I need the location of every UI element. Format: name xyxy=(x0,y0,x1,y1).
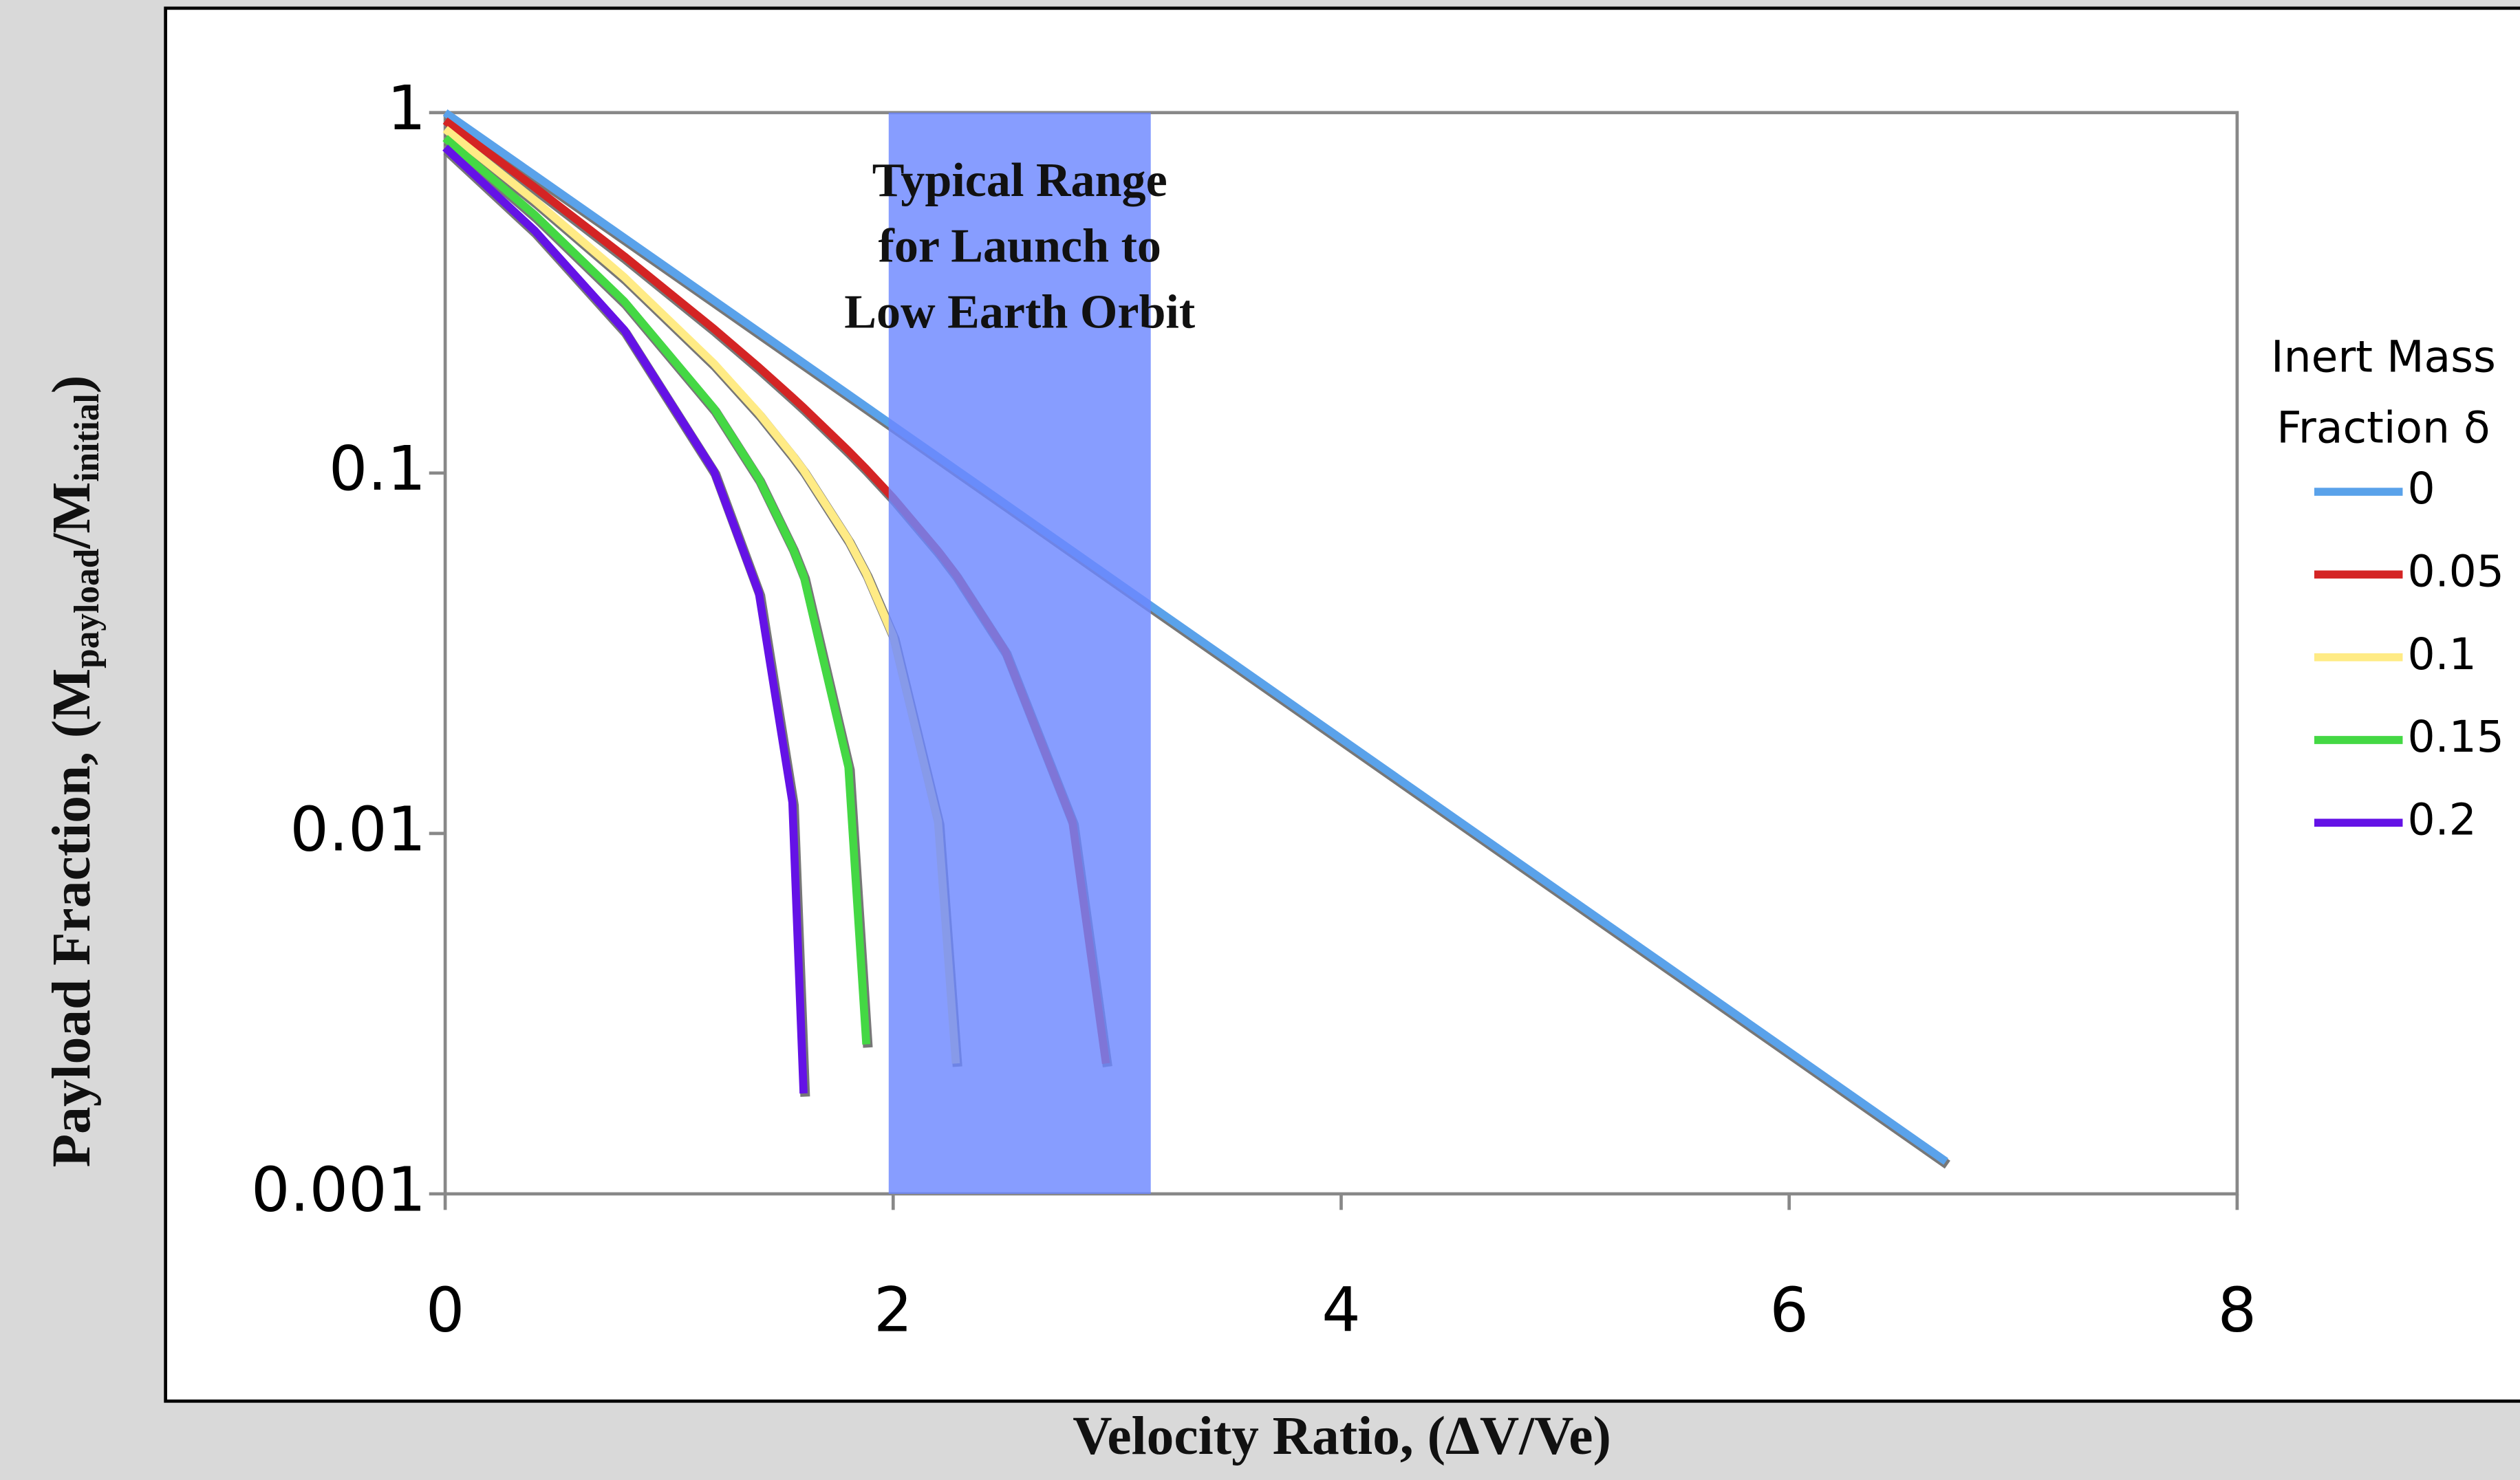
y-title-part: ) xyxy=(41,376,102,393)
y-tick-label: 0.001 xyxy=(251,1154,426,1225)
series-line xyxy=(442,135,871,1045)
x-tick-label: 0 xyxy=(426,1275,464,1346)
y-title-sub: payload xyxy=(67,549,107,668)
y-title-sub: initial xyxy=(67,393,107,481)
highlight-band xyxy=(888,112,1151,1194)
x-tick-label: 4 xyxy=(1322,1275,1360,1346)
y-tick-label: 1 xyxy=(387,73,426,144)
x-tick-label: 6 xyxy=(1769,1275,1808,1346)
legend-label: 0 xyxy=(2407,463,2435,514)
legend-title: Inert Mass xyxy=(2271,331,2496,382)
x-tick-label: 8 xyxy=(2218,1275,2257,1346)
y-tick-label: 0.01 xyxy=(290,794,426,864)
x-axis-title: Velocity Ratio, (ΔV/Ve) xyxy=(1073,1406,1611,1466)
legend-label: 0.15 xyxy=(2407,711,2503,762)
band-label: for Launch to xyxy=(879,220,1161,273)
legend-label: 0.2 xyxy=(2407,794,2476,845)
y-axis-title: Payload Fraction, (Mpayload/Minitial) xyxy=(41,376,106,1168)
legend-label: 0.05 xyxy=(2407,545,2503,596)
series-line xyxy=(442,144,808,1094)
plot-area xyxy=(443,111,2239,1196)
band-label: Typical Range xyxy=(872,154,1167,207)
y-title-part: Payload Fraction, (M xyxy=(41,668,102,1168)
legend-label: 0.1 xyxy=(2407,629,2476,679)
band-label: Low Earth Orbit xyxy=(844,286,1196,339)
legend-title: Fraction δ xyxy=(2276,402,2490,453)
x-tick-label: 2 xyxy=(874,1275,912,1346)
y-tick-label: 0.1 xyxy=(329,433,426,504)
y-title-part: /M xyxy=(41,482,102,549)
